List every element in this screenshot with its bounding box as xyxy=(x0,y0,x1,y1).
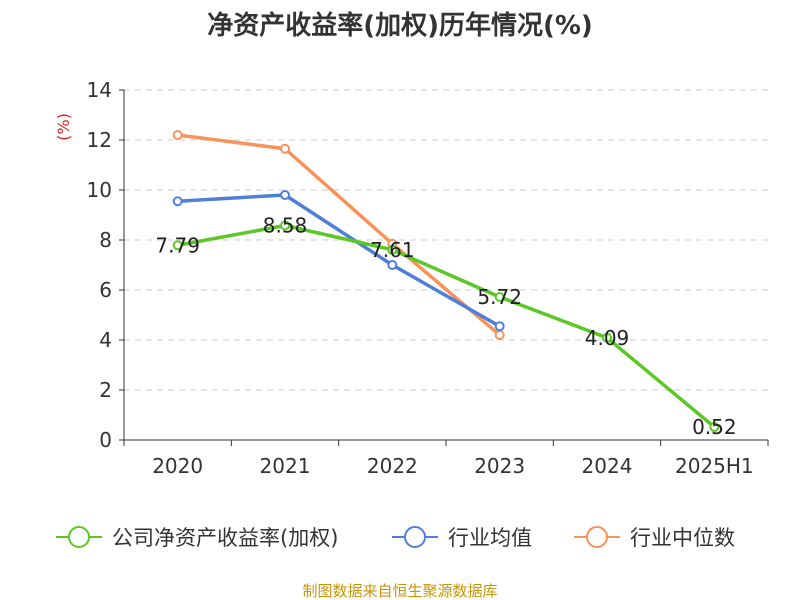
y-tick-label: 8 xyxy=(99,228,112,252)
data-point xyxy=(387,260,398,270)
data-point xyxy=(172,240,183,251)
source-note: 制图数据来自恒生聚源数据库 xyxy=(302,582,497,600)
data-point xyxy=(280,190,290,200)
legend-label: 公司净资产收益率(加权) xyxy=(112,526,338,550)
x-tick-label: 2023 xyxy=(474,454,525,478)
x-tick-label: 2022 xyxy=(367,454,418,478)
x-tick-label: 2021 xyxy=(260,454,311,478)
y-tick-label: 12 xyxy=(87,128,112,152)
y-tick-label: 0 xyxy=(99,428,112,452)
data-point xyxy=(494,292,505,302)
y-tick-label: 4 xyxy=(99,328,112,352)
series-line-1 xyxy=(177,193,501,328)
data-point xyxy=(172,196,183,207)
y-tick-label: 10 xyxy=(87,178,112,202)
y-axis-unit-label: (%) xyxy=(54,113,73,141)
y-tick-label: 2 xyxy=(99,378,112,402)
data-point xyxy=(494,321,505,332)
legend: 公司净资产收益率(加权) 行业均值 行业中位数 xyxy=(56,526,735,550)
data-point xyxy=(280,143,290,154)
data-label: 0.52 xyxy=(692,415,737,439)
legend-label: 行业均值 xyxy=(448,526,532,550)
y-tick-label: 6 xyxy=(99,278,112,302)
legend-marker-icon xyxy=(586,526,608,548)
data-labels: 7.79 8.58 7.61 5.72 4.09 0.52 xyxy=(155,214,736,440)
x-tick-label: 2024 xyxy=(582,454,633,478)
data-point xyxy=(387,244,398,255)
data-point xyxy=(602,332,612,343)
grid-lines xyxy=(124,89,768,391)
legend-marker-icon xyxy=(68,526,90,548)
data-point xyxy=(172,130,183,140)
series-line-0 xyxy=(177,223,716,429)
y-tick-label: 14 xyxy=(87,78,112,102)
data-label: 5.72 xyxy=(477,285,522,309)
series-line-2 xyxy=(177,133,501,337)
data-label: 8.58 xyxy=(263,214,308,238)
x-tick-label: 2020 xyxy=(152,454,203,478)
data-point xyxy=(709,422,720,432)
data-label: 4.09 xyxy=(585,326,630,350)
legend-label: 行业中位数 xyxy=(630,526,735,550)
data-label: 7.79 xyxy=(155,233,200,257)
chart-title: 净资产收益率(加权)历年情况(%) xyxy=(207,10,593,41)
data-point xyxy=(280,220,290,231)
x-tick-label: 2025H1 xyxy=(675,454,754,478)
legend-marker-icon xyxy=(404,526,426,548)
data-label: 7.61 xyxy=(370,238,415,262)
series-lines xyxy=(172,130,720,432)
data-point xyxy=(494,330,505,340)
axes: 0 2 4 6 8 10 12 14 2020 2021 2022 2023 2024 2025H1 xyxy=(87,78,769,478)
